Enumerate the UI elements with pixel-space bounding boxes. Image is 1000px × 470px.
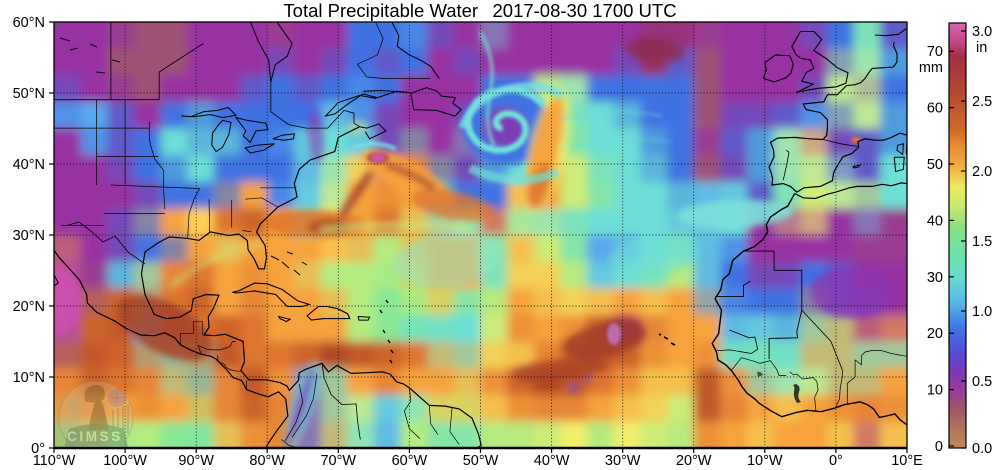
svg-text:40°W: 40°W [534,453,570,469]
svg-text:10°W: 10°W [747,453,783,469]
svg-text:70: 70 [927,44,943,60]
svg-text:2.0: 2.0 [972,164,992,180]
svg-text:60: 60 [927,101,943,117]
svg-text:CIMSS: CIMSS [67,429,123,444]
svg-text:110°W: 110°W [33,453,76,469]
svg-text:mm: mm [919,60,943,76]
svg-text:30°W: 30°W [605,453,641,469]
svg-text:1.0: 1.0 [972,304,992,320]
svg-text:50°N: 50°N [13,86,45,102]
svg-text:in: in [976,40,987,56]
svg-text:30: 30 [927,270,943,286]
svg-text:0.0: 0.0 [972,441,992,457]
svg-text:10°E: 10°E [891,453,923,469]
svg-text:60°W: 60°W [392,453,428,469]
svg-text:40: 40 [927,213,943,229]
svg-text:70°W: 70°W [320,453,356,469]
svg-text:20: 20 [927,326,943,342]
svg-text:10°N: 10°N [13,370,45,386]
svg-text:0.5: 0.5 [972,374,992,390]
svg-text:40°N: 40°N [13,157,45,173]
svg-text:50: 50 [927,157,943,173]
svg-text:90°W: 90°W [178,453,214,469]
svg-text:50°W: 50°W [463,453,499,469]
svg-text:20°W: 20°W [676,453,712,469]
svg-text:0°: 0° [31,441,45,457]
svg-text:20°N: 20°N [13,299,45,315]
svg-text:60°N: 60°N [13,15,45,31]
svg-text:0°: 0° [829,453,843,469]
svg-text:0: 0 [935,439,943,455]
svg-text:30°N: 30°N [13,228,45,244]
svg-text:1.5: 1.5 [972,234,992,250]
svg-text:Total Precipitable Water 2017: Total Precipitable Water 2017-08-30 1700… [283,0,676,21]
svg-text:3.0: 3.0 [972,24,992,40]
svg-text:10: 10 [927,383,943,399]
svg-text:80°W: 80°W [249,453,285,469]
svg-text:100°W: 100°W [103,453,147,469]
svg-text:2.5: 2.5 [972,94,992,110]
